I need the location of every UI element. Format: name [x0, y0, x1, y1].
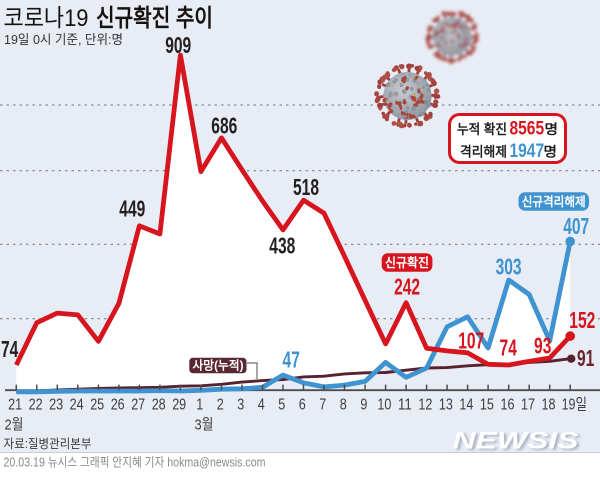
svg-text:신규확진 추이: 신규확진 추이: [96, 5, 213, 32]
svg-text:코로나19: 코로나19: [4, 5, 89, 32]
svg-text:19일: 19일: [562, 396, 587, 414]
svg-text:17: 17: [521, 397, 535, 414]
svg-text:신규확진: 신규확진: [385, 255, 429, 270]
svg-text:7: 7: [319, 397, 326, 414]
svg-text:74: 74: [500, 335, 517, 361]
svg-text:19일 0시 기준, 단위:명: 19일 0시 기준, 단위:명: [4, 32, 123, 47]
svg-text:2: 2: [217, 397, 224, 414]
svg-text:16: 16: [501, 397, 515, 414]
svg-text:686: 686: [211, 113, 237, 139]
svg-text:25: 25: [90, 397, 104, 414]
svg-text:20.03.19 뉴시스 그래픽 안지혜 기자 hokma@: 20.03.19 뉴시스 그래픽 안지혜 기자 hokma@newsis.com: [4, 456, 266, 470]
svg-text:14: 14: [459, 397, 473, 414]
svg-text:자료:질병관리본부: 자료:질병관리본부: [4, 437, 92, 451]
svg-text:4: 4: [258, 397, 265, 414]
svg-text:27: 27: [131, 397, 145, 414]
svg-text:12: 12: [418, 397, 432, 414]
svg-text:242: 242: [394, 274, 420, 300]
svg-text:13: 13: [439, 397, 453, 414]
svg-text:21: 21: [8, 397, 22, 414]
svg-text:3월: 3월: [195, 417, 214, 434]
svg-text:24: 24: [70, 397, 84, 414]
svg-text:1947: 1947: [510, 141, 545, 162]
svg-text:91: 91: [577, 345, 594, 371]
svg-text:1: 1: [196, 397, 203, 414]
svg-text:18: 18: [542, 397, 556, 414]
svg-text:303: 303: [496, 254, 522, 280]
svg-text:5: 5: [278, 397, 285, 414]
svg-text:8: 8: [340, 397, 347, 414]
svg-text:누적 확진: 누적 확진: [457, 121, 507, 137]
svg-text:15: 15: [480, 397, 494, 414]
svg-text:22: 22: [29, 397, 43, 414]
svg-text:47: 47: [283, 347, 300, 373]
svg-text:3: 3: [237, 397, 244, 414]
svg-text:10: 10: [377, 397, 391, 414]
svg-text:8565: 8565: [510, 118, 545, 139]
svg-text:23: 23: [49, 397, 63, 414]
svg-text:909: 909: [165, 32, 191, 58]
svg-text:93: 93: [534, 333, 551, 359]
svg-text:152: 152: [569, 307, 595, 333]
svg-text:11: 11: [398, 397, 412, 414]
svg-text:2월: 2월: [5, 417, 24, 434]
svg-text:107: 107: [458, 327, 484, 353]
svg-text:449: 449: [119, 196, 145, 222]
svg-text:9: 9: [360, 397, 367, 414]
svg-text:NEWSIS: NEWSIS: [453, 428, 579, 455]
svg-text:격리해제: 격리해제: [460, 144, 507, 160]
svg-text:407: 407: [563, 213, 589, 239]
svg-text:6: 6: [299, 397, 306, 414]
svg-text:29: 29: [172, 397, 186, 414]
svg-text:438: 438: [269, 232, 295, 258]
svg-text:신규격리해제: 신규격리해제: [522, 194, 586, 209]
svg-text:26: 26: [111, 397, 125, 414]
svg-text:명: 명: [545, 121, 559, 137]
svg-text:명: 명: [544, 144, 558, 160]
svg-text:사망(누적): 사망(누적): [193, 358, 244, 373]
svg-text:28: 28: [152, 397, 166, 414]
svg-text:518: 518: [293, 174, 319, 200]
svg-text:74: 74: [1, 336, 18, 362]
